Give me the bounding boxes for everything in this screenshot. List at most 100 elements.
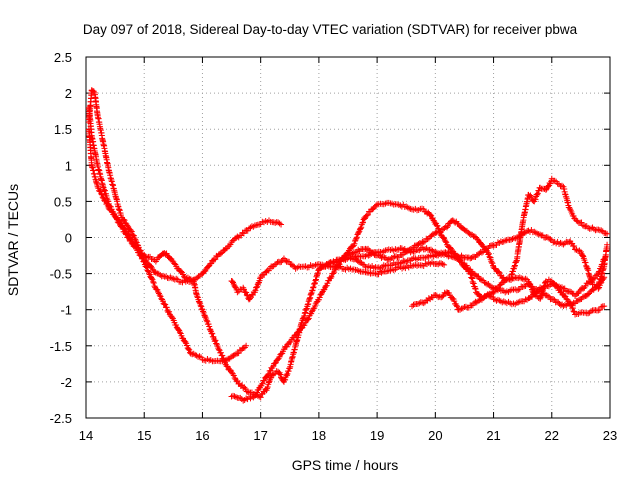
data-point bbox=[468, 254, 475, 261]
y-tick-label: 0 bbox=[65, 231, 72, 246]
data-point bbox=[248, 393, 255, 400]
data-point bbox=[207, 326, 214, 333]
data-point bbox=[424, 236, 431, 243]
data-point bbox=[151, 283, 158, 290]
data-point bbox=[358, 224, 365, 231]
data-point bbox=[217, 349, 224, 356]
data-point bbox=[528, 194, 535, 201]
data-point bbox=[231, 375, 238, 382]
data-point bbox=[229, 353, 236, 360]
data-point bbox=[513, 299, 520, 306]
y-tick-labels: 2.5 2 1.5 1 0.5 0 -0.5 -1 -1.5 -2 -2.5 bbox=[50, 50, 72, 426]
y-tick-label: -2.5 bbox=[50, 411, 72, 426]
y-tick-label: 0.5 bbox=[54, 194, 72, 209]
data-point bbox=[99, 194, 106, 201]
data-point bbox=[544, 292, 551, 299]
data-point bbox=[440, 234, 447, 241]
data-point bbox=[398, 245, 405, 252]
x-tick-label: 18 bbox=[312, 428, 326, 443]
x-tick-label: 19 bbox=[370, 428, 384, 443]
x-tick-label: 22 bbox=[545, 428, 559, 443]
data-point bbox=[588, 308, 595, 315]
data-point bbox=[573, 217, 580, 224]
data-point bbox=[120, 216, 127, 223]
data-point bbox=[276, 220, 283, 227]
x-tick-label: 20 bbox=[428, 428, 442, 443]
data-point bbox=[427, 212, 434, 219]
data-point bbox=[443, 224, 450, 231]
data-point bbox=[359, 219, 366, 226]
data-point bbox=[234, 289, 241, 296]
data-point bbox=[466, 230, 473, 237]
data-point bbox=[434, 222, 441, 229]
data-point bbox=[209, 330, 216, 337]
data-point bbox=[270, 363, 277, 370]
data-point bbox=[525, 227, 532, 234]
data-point bbox=[240, 230, 247, 237]
data-point bbox=[551, 177, 558, 184]
data-point bbox=[517, 232, 524, 239]
data-point bbox=[496, 239, 503, 246]
data-point bbox=[264, 385, 271, 392]
data-point bbox=[482, 246, 489, 253]
data-point bbox=[282, 376, 289, 383]
data-point bbox=[193, 352, 200, 359]
data-point bbox=[336, 256, 343, 263]
data-point bbox=[496, 269, 503, 276]
data-point bbox=[595, 226, 602, 233]
data-point bbox=[442, 238, 449, 245]
x-axis-label: GPS time / hours bbox=[292, 457, 399, 473]
data-point bbox=[401, 258, 408, 265]
data-point bbox=[167, 274, 174, 281]
data-point bbox=[515, 299, 522, 306]
data-point bbox=[146, 270, 153, 277]
data-point bbox=[509, 236, 516, 243]
data-point bbox=[232, 393, 239, 400]
data-point bbox=[422, 246, 429, 253]
data-point bbox=[569, 305, 576, 312]
data-point bbox=[255, 280, 262, 287]
data-point bbox=[189, 351, 196, 358]
data-point bbox=[150, 278, 157, 285]
data-point bbox=[229, 278, 236, 285]
data-point bbox=[201, 312, 208, 319]
data-point bbox=[143, 263, 150, 270]
data-point bbox=[345, 252, 352, 259]
data-point bbox=[439, 293, 446, 300]
data-point bbox=[226, 355, 233, 362]
series-arc-5 bbox=[228, 255, 448, 303]
data-point bbox=[327, 275, 334, 282]
data-point bbox=[265, 370, 272, 377]
data-point bbox=[471, 300, 478, 307]
data-point bbox=[550, 295, 557, 302]
data-point bbox=[264, 372, 271, 379]
y-tick-label: -1 bbox=[60, 303, 72, 318]
data-point bbox=[282, 257, 289, 264]
data-point bbox=[111, 211, 118, 218]
y-tick-label: -2 bbox=[60, 375, 72, 390]
data-point bbox=[277, 371, 284, 378]
data-point bbox=[234, 377, 241, 384]
data-point bbox=[532, 196, 539, 203]
data-point bbox=[232, 284, 239, 291]
data-point bbox=[140, 258, 147, 265]
data-point bbox=[241, 384, 248, 391]
series-arc-7 bbox=[350, 227, 608, 292]
data-point bbox=[206, 323, 213, 330]
chart-title: Day 097 of 2018, Sidereal Day-to-day VTE… bbox=[83, 22, 578, 37]
data-point bbox=[139, 255, 146, 262]
data-point bbox=[379, 254, 386, 261]
data-point bbox=[512, 235, 519, 242]
x-tick-label: 21 bbox=[486, 428, 500, 443]
plot-area bbox=[86, 87, 610, 404]
x-tick-label: 14 bbox=[79, 428, 93, 443]
data-point bbox=[494, 296, 501, 303]
data-point bbox=[482, 280, 489, 287]
data-point bbox=[148, 275, 155, 282]
data-point bbox=[599, 261, 606, 268]
data-point bbox=[537, 231, 544, 238]
data-point bbox=[416, 247, 423, 254]
data-point bbox=[579, 294, 586, 301]
data-point bbox=[127, 227, 134, 234]
data-point bbox=[357, 225, 364, 232]
